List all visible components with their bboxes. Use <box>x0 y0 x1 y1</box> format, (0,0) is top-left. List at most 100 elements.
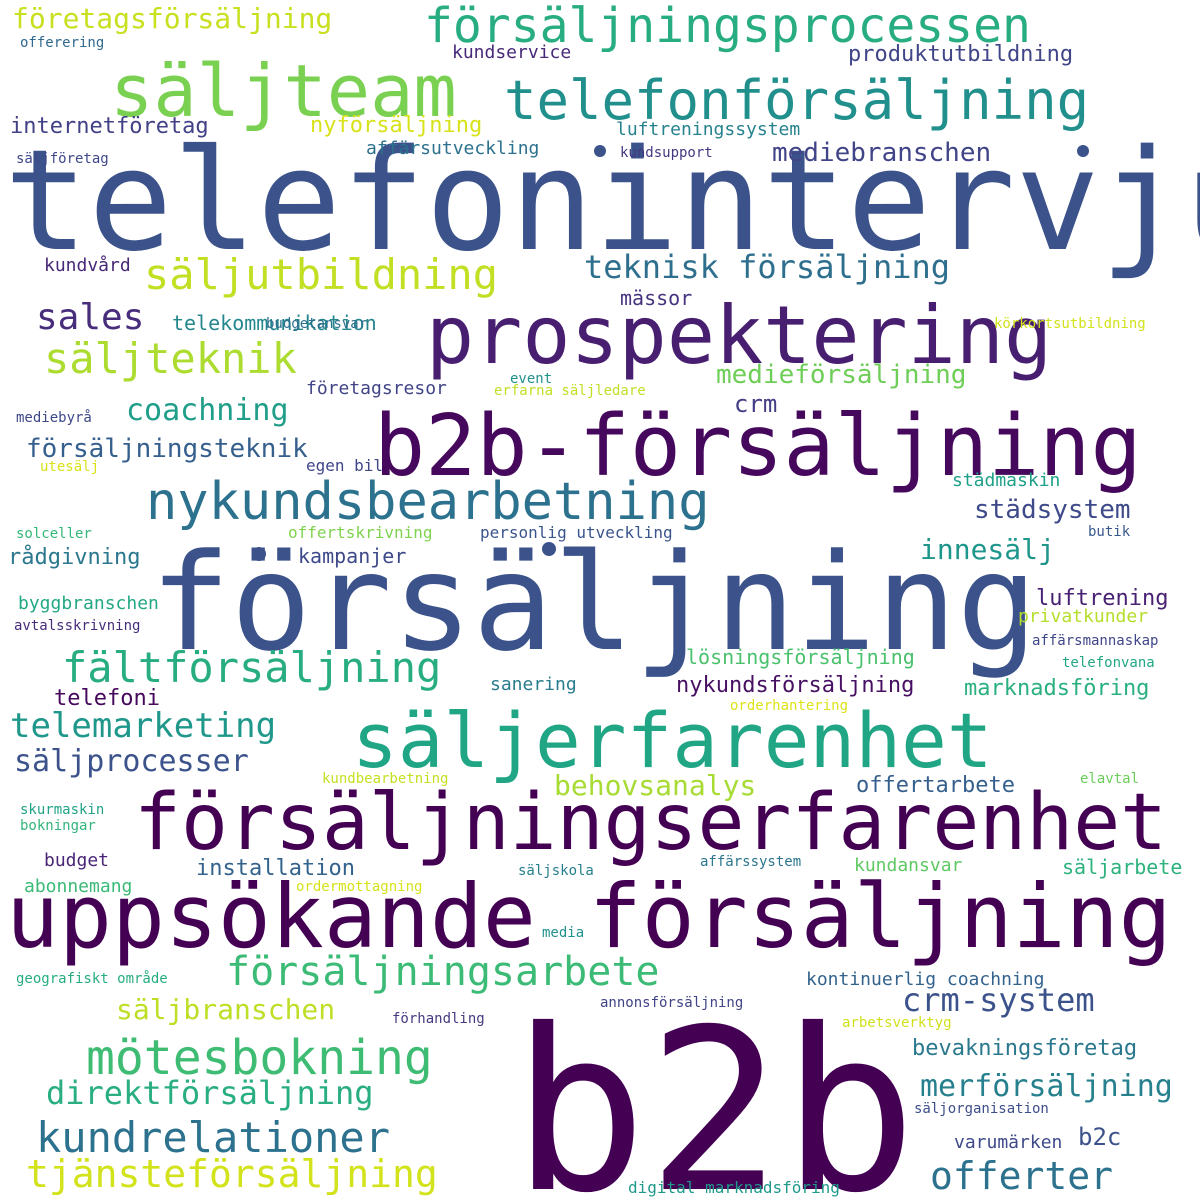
word-kundrelationer: kundrelationer <box>36 1113 391 1162</box>
word-crm: crm <box>734 390 778 418</box>
word-telefonforsaljning: telefonförsäljning <box>504 69 1090 132</box>
word-annonsforsaljning: annonsförsäljning <box>600 995 744 1011</box>
word-kundsupport: kundsupport <box>620 145 713 161</box>
word-mediebranschen: mediebranschen <box>772 138 992 168</box>
word-telemarketing: telemarketing <box>10 706 277 746</box>
word-tjansteforsaljning: tjänsteförsäljning <box>26 1152 438 1196</box>
word-orderhantering: orderhantering <box>730 698 849 714</box>
dot-4 <box>542 542 556 556</box>
word-forsaljningsprocessen: försäljningsprocessen <box>424 0 1031 54</box>
word-prospektering: prospektering <box>426 289 1053 382</box>
dot-3 <box>252 547 266 561</box>
word-bevakningsforetag: bevakningsföretag <box>912 1036 1138 1061</box>
word-ordermottagning: ordermottagning <box>296 879 423 895</box>
word-luftrening: luftrening <box>1036 586 1169 611</box>
word-arbetsverktyg: arbetsverktyg <box>842 1015 952 1031</box>
word-radgivning: rådgivning <box>8 545 141 570</box>
word-budgetansvar: budgetansvar <box>266 316 368 332</box>
word-kundvard: kundvård <box>44 255 131 276</box>
word-forsaljningserfarenhet: försäljningserfarenhet <box>134 778 1168 868</box>
word-personlig-utveckling: personlig utveckling <box>480 523 673 542</box>
word-massor: mässor <box>620 286 693 310</box>
word-faltforsaljning: fältförsäljning <box>62 643 442 692</box>
word-direktforsaljning: direktförsäljning <box>46 1074 374 1112</box>
word-abonnemang: abonnemang <box>24 876 133 897</box>
word-privatkunder: privatkunder <box>1018 606 1149 627</box>
word-saljutbildning: säljutbildning <box>144 250 499 299</box>
word-b2b-forsaljning: b2b-försäljning <box>374 397 1142 496</box>
word-saljteam: säljteam <box>110 49 457 133</box>
word-event: event <box>510 371 553 387</box>
word-saljprocesser: säljprocesser <box>14 744 249 779</box>
word-korkortsutbildning: körkortsutbildning <box>994 316 1146 332</box>
word-offertarbete: offertarbete <box>856 773 1015 798</box>
word-coachning: coachning <box>126 393 289 428</box>
word-telekommunikation: telekommunikation <box>172 311 377 335</box>
dot-2 <box>1077 145 1089 157</box>
word-sanering: sanering <box>490 674 577 695</box>
word-teknisk-forsaljning: teknisk försäljning <box>584 248 951 286</box>
word-kundservice: kundservice <box>452 42 572 63</box>
word-media: media <box>542 925 585 941</box>
word-elavtal: elavtal <box>1080 771 1140 787</box>
word-saljskola: säljskola <box>518 863 594 879</box>
word-offerering: offerering <box>20 35 105 51</box>
word-foretagsforsaljning: företagsförsäljning <box>12 2 333 35</box>
word-budget: budget <box>44 850 110 871</box>
word-installation: installation <box>196 856 355 881</box>
word-affarsutveckling: affärsutveckling <box>366 138 540 159</box>
word-losningsforsaljning: lösningsförsäljning <box>686 645 915 669</box>
word-kundbearbetning: kundbearbetning <box>322 771 449 787</box>
word-affarsmannaskap: affärsmannaskap <box>1032 633 1159 649</box>
word-butik: butik <box>1088 524 1131 540</box>
word-foretagsresor: företagsresor <box>306 378 447 399</box>
dot-1 <box>594 145 606 157</box>
word-stadmaskin: städmaskin <box>952 470 1061 491</box>
word-saljforetag: säljföretag <box>16 151 109 167</box>
word-skurmaskin: skurmaskin <box>20 802 105 818</box>
word-forhandling: förhandling <box>392 1011 485 1027</box>
word-saljorganisation: säljorganisation <box>914 1101 1049 1117</box>
word-offerter: offerter <box>930 1154 1114 1198</box>
word-avtalsskrivning: avtalsskrivning <box>14 618 141 634</box>
word-saljbranschen: säljbranschen <box>116 993 336 1026</box>
word-mediebyra: mediebyrå <box>16 410 92 426</box>
word-sales: sales <box>36 297 145 338</box>
word-erfarna-saljledare: erfarna säljledare <box>494 383 646 399</box>
word-medieforsaljning: medieförsäljning <box>716 360 967 390</box>
word-utesalj: utesälj <box>40 459 100 475</box>
word-marknadsforing: marknadsföring <box>964 676 1150 701</box>
word-kontinuerlig-coachning: kontinuerlig coachning <box>806 969 1045 990</box>
word-forsaljning: försäljning <box>150 525 1038 681</box>
word-luftreningssystem: luftreningssystem <box>616 119 801 140</box>
word-uppsokande-forsaljning: uppsökande försäljning <box>6 865 1172 968</box>
word-varumarken: varumärken <box>954 1132 1063 1153</box>
word-forsaljningsarbete: försäljningsarbete <box>226 949 660 995</box>
word-egen-bil: egen bil <box>306 456 384 475</box>
word-forsaljningsteknik: försäljningsteknik <box>26 434 308 464</box>
word-crm-system: crm-system <box>902 981 1095 1019</box>
word-b2b: b2b <box>512 981 917 1200</box>
word-kundansvar: kundansvar <box>854 855 963 876</box>
word-stadsystem: städsystem <box>974 495 1131 525</box>
word-innesalj: innesälj <box>920 533 1055 566</box>
word-offertskrivning: offertskrivning <box>288 523 433 542</box>
word-motesbokning: mötesbokning <box>86 1030 433 1086</box>
word-solceller: solceller <box>16 526 92 542</box>
word-nyforsaljning: nyförsäljning <box>310 113 483 138</box>
word-saljerfarenhet: säljerfarenhet <box>352 696 993 785</box>
word-saljteknik: säljteknik <box>44 334 297 383</box>
word-geografiskt-omrade: geografiskt område <box>16 971 168 987</box>
word-nykundsforsaljning: nykundsförsäljning <box>676 673 915 698</box>
word-telefonvana: telefonvana <box>1062 655 1155 671</box>
word-b2c: b2c <box>1078 1123 1122 1151</box>
word-digital-marknadsforing: digital marknadsföring <box>628 1178 840 1197</box>
word-affarssystem: affärssystem <box>700 854 802 870</box>
word-nykundsbearbetning: nykundsbearbetning <box>146 472 710 532</box>
word-behovsanalys: behovsanalys <box>554 769 757 802</box>
word-bokningar: bokningar <box>20 818 96 834</box>
word-byggbranschen: byggbranschen <box>18 593 159 614</box>
word-telefoni: telefoni <box>54 686 160 711</box>
word-internetforetag: internetföretag <box>10 114 209 139</box>
